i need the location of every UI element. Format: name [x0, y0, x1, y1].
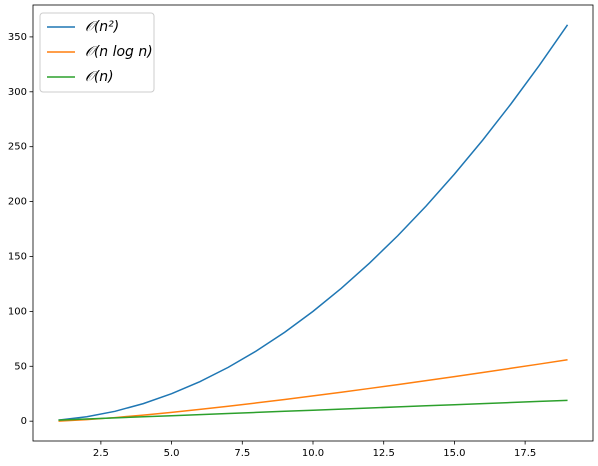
legend-box: [39, 12, 155, 93]
legend-label: 𝒪(n log n): [85, 44, 153, 60]
y-tick-label: 0: [21, 416, 27, 427]
legend-label: 𝒪(n²): [85, 19, 119, 35]
series-line: [58, 359, 568, 422]
x-tick-label: 15.0: [443, 448, 465, 459]
series-line: [58, 24, 569, 421]
y-tick-label: 50: [14, 361, 27, 372]
x-tick-label: 10.0: [302, 448, 324, 459]
x-tick-label: 5.0: [164, 448, 180, 459]
x-tick-label: 2.5: [93, 448, 109, 459]
x-tick-label: 12.5: [373, 448, 395, 459]
y-tick-label: 150: [8, 251, 27, 262]
series-line: [58, 399, 568, 421]
x-tick-label: 17.5: [514, 448, 536, 459]
x-tick-label: 7.5: [234, 448, 250, 459]
y-tick-label: 350: [8, 32, 27, 43]
y-tick-label: 200: [8, 197, 27, 208]
legend: 𝒪(n²) 𝒪(n log n) 𝒪(n): [39, 12, 155, 93]
y-tick-label: 250: [8, 142, 27, 153]
legend-label: 𝒪(n): [85, 69, 114, 85]
y-tick-label: 300: [8, 87, 27, 98]
y-tick-label: 100: [8, 306, 27, 317]
